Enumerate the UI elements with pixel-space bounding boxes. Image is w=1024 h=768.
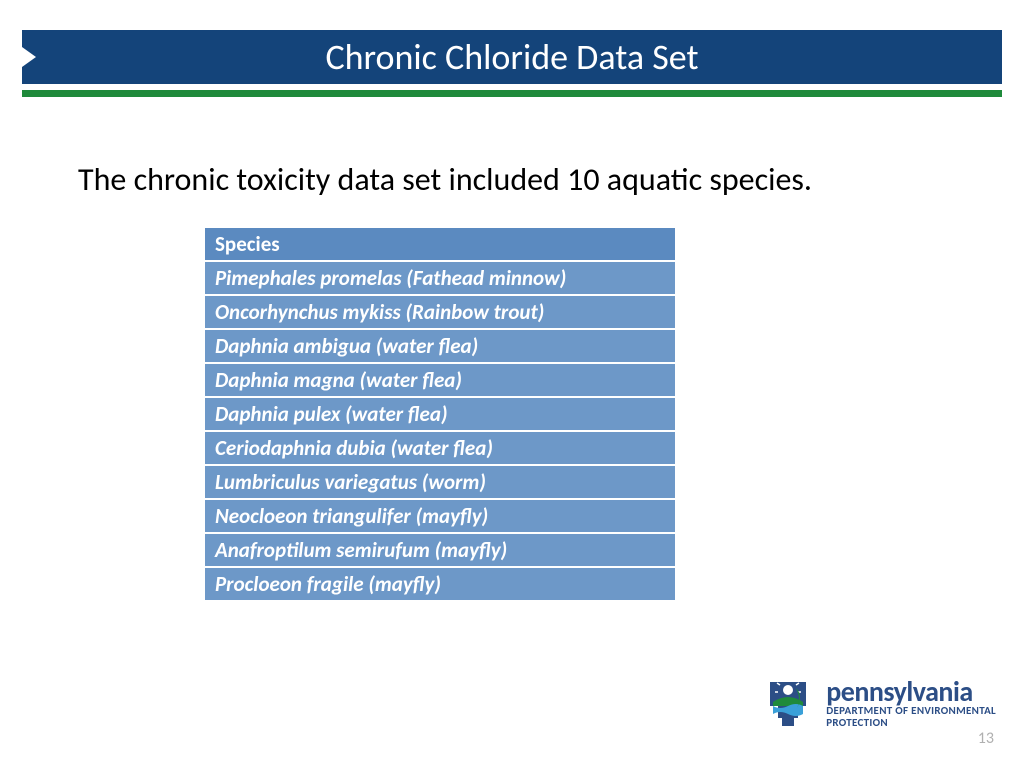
table-row: Lumbriculus variegatus (worm) [205, 465, 675, 499]
accent-line [22, 90, 1002, 97]
logo-state-name: pennsylvania [826, 679, 996, 704]
page-number: 13 [978, 729, 994, 748]
pa-dep-logo-icon [760, 676, 816, 732]
species-cell: Ceriodaphnia dubia (water flea) [205, 431, 675, 465]
table-row: Daphnia ambigua (water flea) [205, 329, 675, 363]
species-cell: Oncorhynchus mykiss (Rainbow trout) [205, 295, 675, 329]
species-table: Species Pimephales promelas (Fathead min… [205, 228, 675, 602]
table-row: Oncorhynchus mykiss (Rainbow trout) [205, 295, 675, 329]
slide-title: Chronic Chloride Data Set [325, 35, 698, 79]
table-row: Anafroptilum semirufum (mayfly) [205, 533, 675, 567]
table-row: Ceriodaphnia dubia (water flea) [205, 431, 675, 465]
table-row: Neocloeon triangulifer (mayfly) [205, 499, 675, 533]
logo-dept-line2: PROTECTION [826, 717, 996, 729]
species-cell: Procloeon fragile (mayfly) [205, 567, 675, 601]
species-cell: Pimephales promelas (Fathead minnow) [205, 261, 675, 295]
species-cell: Anafroptilum semirufum (mayfly) [205, 533, 675, 567]
table-row: Daphnia pulex (water flea) [205, 397, 675, 431]
species-cell: Daphnia ambigua (water flea) [205, 329, 675, 363]
table-row: Daphnia magna (water flea) [205, 363, 675, 397]
species-cell: Daphnia pulex (water flea) [205, 397, 675, 431]
species-cell: Neocloeon triangulifer (mayfly) [205, 499, 675, 533]
logo-dept-line1: DEPARTMENT OF ENVIRONMENTAL [826, 705, 996, 717]
table-row: Pimephales promelas (Fathead minnow) [205, 261, 675, 295]
table-row: Procloeon fragile (mayfly) [205, 567, 675, 601]
footer-logo: pennsylvania DEPARTMENT OF ENVIRONMENTAL… [760, 676, 996, 732]
species-cell: Lumbriculus variegatus (worm) [205, 465, 675, 499]
table-header: Species [205, 228, 675, 261]
species-cell: Daphnia magna (water flea) [205, 363, 675, 397]
logo-text: pennsylvania DEPARTMENT OF ENVIRONMENTAL… [826, 679, 996, 728]
intro-text: The chronic toxicity data set included 1… [78, 160, 946, 200]
title-bar-notch [22, 47, 36, 67]
slide-title-bar: Chronic Chloride Data Set [22, 30, 1002, 84]
